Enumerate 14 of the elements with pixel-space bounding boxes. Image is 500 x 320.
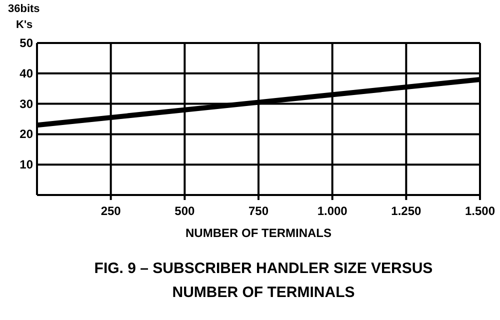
x-axis-title: NUMBER OF TERMINALS: [186, 226, 332, 240]
y-tick-label: 10: [20, 158, 34, 172]
text: FIG. 9 – SUBSCRIBER HANDLER SIZE VERSUS NUMBER OF TERMINALS: [94, 260, 433, 301]
x-tick-label: 500: [174, 204, 195, 218]
x-tick-label: 1.250: [391, 204, 422, 218]
y-axis-title: 36bits K's: [8, 3, 40, 31]
y-tick-label: 20: [20, 127, 34, 142]
x-tick-label: 250: [100, 204, 122, 218]
x-tick-label: 750: [248, 204, 269, 218]
x-tick-label: 1.000: [317, 204, 348, 218]
y-tick-label: 40: [20, 66, 34, 80]
y-tick-label: 50: [20, 36, 34, 50]
y-tick-label: 30: [20, 96, 34, 111]
x-tick-label: 1.500: [464, 204, 496, 218]
